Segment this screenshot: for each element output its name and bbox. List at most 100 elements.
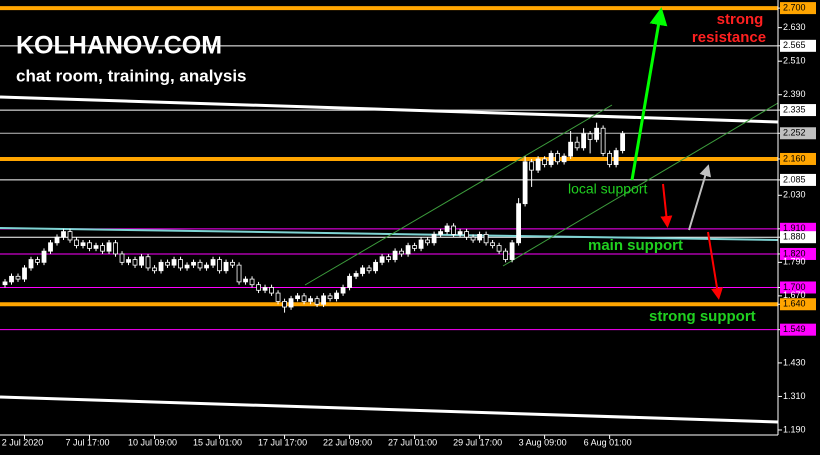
- candle-body: [464, 231, 469, 238]
- candle-body: [431, 234, 437, 244]
- y-tick-highlight: [780, 104, 816, 117]
- annotation: strong: [717, 11, 764, 28]
- y-tick-highlight: [780, 173, 816, 186]
- candle-body: [126, 259, 131, 263]
- candle-body: [314, 298, 320, 305]
- y-tick-label: 2.252: [783, 128, 806, 138]
- y-tick-highlight: [780, 2, 816, 15]
- candle-body: [106, 242, 112, 252]
- candle-body: [477, 234, 482, 241]
- candle-body: [561, 155, 567, 163]
- y-tick-label: 2.565: [783, 40, 806, 50]
- chart-title: KOLHANOV.COM: [16, 32, 222, 60]
- arrow-up: [630, 7, 668, 181]
- candle-body: [191, 261, 196, 266]
- candle-body: [119, 253, 125, 263]
- candle-body: [197, 261, 203, 269]
- y-tick-label: 1.910: [783, 223, 806, 233]
- candle-body: [613, 150, 619, 165]
- x-tick-label: 22 Jul 09:00: [323, 437, 372, 447]
- candle-body: [347, 275, 352, 288]
- y-tick-label: 1.430: [783, 357, 806, 367]
- y-tick-label: 1.190: [783, 424, 806, 434]
- y-tick-label: 2.390: [783, 89, 806, 99]
- candle-body: [600, 127, 606, 154]
- x-tick-label: 29 Jul 17:00: [453, 437, 502, 447]
- annotation: local support: [568, 181, 647, 197]
- y-tick-label: 2.510: [783, 56, 806, 66]
- candle-body: [204, 264, 209, 269]
- candle-body: [54, 236, 60, 244]
- candle-body: [321, 295, 326, 305]
- candle-body: [373, 261, 378, 272]
- arrow-up: [688, 164, 712, 231]
- candle-body: [2, 281, 8, 286]
- candle-body: [74, 239, 79, 246]
- candle-body: [67, 231, 73, 241]
- arrow-down: [707, 231, 723, 300]
- candle-body: [35, 259, 40, 263]
- candle-body: [425, 239, 430, 244]
- candle-body: [379, 256, 385, 263]
- candle-body: [262, 287, 268, 291]
- candle-body: [594, 127, 600, 140]
- y-tick-highlight: [780, 127, 816, 140]
- candle-body: [555, 152, 561, 163]
- candle-body: [113, 242, 118, 255]
- candle-body: [93, 245, 99, 249]
- candles: [2, 122, 626, 313]
- y-tick-highlight: [780, 152, 816, 165]
- x-tick-label: 7 Jul 17:00: [65, 437, 109, 447]
- candle-body: [607, 152, 613, 165]
- annotation: resistance: [692, 29, 766, 46]
- candle-body: [256, 284, 261, 291]
- channel-lower: [0, 395, 779, 424]
- y-tick-label: 1.700: [783, 282, 806, 292]
- y-tick-label: 2.085: [783, 174, 806, 184]
- candle-body: [574, 141, 580, 149]
- y-tick-label: 1.640: [783, 299, 806, 309]
- candle-body: [366, 267, 372, 272]
- candle-body: [516, 203, 522, 244]
- y-tick-highlight: [780, 247, 816, 260]
- candle-body: [288, 298, 294, 308]
- trend-channel-lower: [502, 102, 779, 267]
- candle-body: [9, 275, 14, 283]
- candle-body: [217, 259, 222, 272]
- x-tick-label: 17 Jul 17:00: [258, 437, 307, 447]
- candle-body: [392, 250, 398, 260]
- candle-body: [399, 250, 404, 255]
- candle-body: [230, 261, 235, 266]
- candle-body: [418, 239, 424, 249]
- x-tick-label: 2 Jul 2020: [2, 437, 44, 447]
- candle-body: [620, 133, 626, 151]
- candle-body: [451, 225, 456, 235]
- candle-body: [61, 231, 66, 238]
- arrow-down: [660, 183, 673, 228]
- candle-body: [15, 275, 21, 280]
- x-tick-label: 15 Jul 01:00: [193, 437, 242, 447]
- annotation: strong support: [649, 308, 756, 325]
- candle-body: [542, 158, 548, 165]
- y-tick-highlight: [780, 323, 816, 336]
- candle-body: [438, 231, 443, 235]
- candle-body: [171, 259, 177, 266]
- candle-body: [210, 259, 216, 266]
- candle-body: [483, 234, 489, 244]
- candle-body: [457, 231, 463, 235]
- y-tick-label: 2.160: [783, 153, 806, 163]
- y-tick-label: 1.670: [783, 290, 806, 300]
- candle-body: [327, 295, 333, 300]
- candle-body: [275, 292, 281, 302]
- y-tick-label: 1.880: [783, 232, 806, 242]
- channel-upper: [0, 95, 779, 124]
- candle-body: [132, 259, 138, 266]
- moving-average: [0, 227, 779, 241]
- candle-body: [152, 267, 157, 272]
- candle-body: [145, 256, 151, 269]
- candle-body: [522, 161, 528, 205]
- y-tick-label: 1.549: [783, 324, 806, 334]
- y-tick-highlight: [780, 39, 816, 52]
- candle-body: [490, 242, 495, 246]
